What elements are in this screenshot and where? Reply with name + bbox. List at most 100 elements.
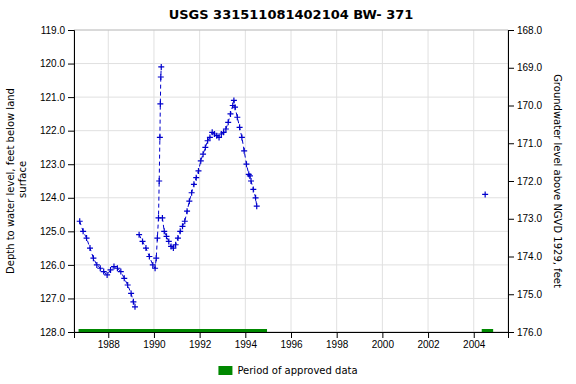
marker [202, 144, 208, 150]
marker [101, 269, 107, 275]
tick: 1992 [189, 332, 212, 350]
tick: 171.0 [508, 138, 542, 149]
marker [140, 238, 146, 244]
marker [248, 178, 254, 184]
y-axis-title: Depth to water level, feet below land su… [5, 88, 28, 274]
grid-line [199, 30, 200, 332]
marker [200, 151, 206, 157]
axis-line [68, 31, 75, 333]
grid-line [74, 63, 508, 64]
tick-label: 123.0 [40, 159, 65, 170]
marker [90, 255, 96, 261]
tick-mark [508, 219, 514, 220]
tick-label: 1992 [189, 339, 212, 350]
tick: 175.0 [508, 289, 542, 300]
tick-mark [245, 332, 246, 338]
marker [128, 290, 134, 296]
marker [173, 242, 179, 248]
tick-label: 175.0 [517, 289, 542, 300]
tick-label: 127.0 [40, 293, 65, 304]
marker [237, 124, 243, 130]
tick-label: 122.0 [40, 125, 65, 136]
tick-label: 171.0 [517, 138, 542, 149]
marker [182, 218, 188, 224]
tick: 122.0 [40, 125, 74, 136]
tick: 1988 [98, 332, 121, 350]
tick: 120.0 [40, 58, 74, 69]
tick-mark [508, 294, 514, 295]
tick-label: 1996 [280, 339, 303, 350]
grid-line [74, 130, 508, 131]
grid-line [153, 30, 154, 332]
marker [94, 262, 100, 268]
marker [158, 64, 164, 70]
tick-mark [68, 298, 74, 299]
marker [152, 265, 158, 271]
series-line [139, 67, 161, 268]
tick: 172.0 [508, 176, 542, 187]
marker [191, 181, 197, 187]
tick-mark [154, 332, 155, 338]
legend-label: Period of approved data [237, 365, 357, 376]
tick-mark [200, 332, 201, 338]
grid-line [74, 264, 508, 265]
marker [114, 265, 120, 271]
tick-label: 2000 [372, 339, 395, 350]
legend: Period of approved data [218, 365, 357, 376]
approved-bar [79, 329, 267, 332]
tick-mark [474, 332, 475, 338]
tick-label: 1990 [143, 339, 166, 350]
marker [193, 175, 199, 181]
grid-line [473, 30, 474, 332]
tick-mark [68, 97, 74, 98]
series-line [80, 221, 135, 307]
tick: 174.0 [508, 251, 542, 262]
marker [118, 269, 124, 275]
marker [157, 101, 163, 107]
grid-line [428, 30, 429, 332]
marker [146, 254, 152, 260]
tick-mark [68, 332, 74, 333]
tick-mark [508, 332, 514, 333]
tick-label: 2002 [417, 339, 440, 350]
marker [125, 282, 131, 288]
marker [239, 134, 245, 140]
tick-mark [508, 257, 514, 258]
tick-label: 121.0 [40, 92, 65, 103]
tick-mark [68, 231, 74, 232]
marker [225, 119, 231, 125]
marker [156, 178, 162, 184]
grid-line [382, 30, 383, 332]
tick-label: 126.0 [40, 260, 65, 271]
tick-mark [68, 30, 74, 31]
marker [186, 198, 192, 204]
tick: 124.0 [40, 192, 74, 203]
tick-mark [108, 332, 109, 338]
tick-mark [428, 332, 429, 338]
marker [143, 245, 149, 251]
grid-line [291, 30, 292, 332]
chart: 198819901992199419961998200020022004119.… [0, 0, 576, 384]
tick-label: 125.0 [40, 226, 65, 237]
tick-mark [508, 30, 514, 31]
grid-line [74, 197, 508, 198]
marker [198, 158, 204, 164]
marker [97, 265, 103, 271]
tick-label: 1988 [98, 339, 121, 350]
marker [247, 173, 253, 179]
y2-axis: 176.0175.0174.0173.0172.0171.0170.0169.0… [508, 25, 542, 338]
marker [154, 235, 160, 241]
marker [87, 245, 93, 251]
tick: 121.0 [40, 92, 74, 103]
marker [189, 190, 195, 196]
marker [157, 134, 163, 140]
tick: 176.0 [508, 327, 542, 338]
tick: 1996 [280, 332, 303, 350]
plot: 198819901992199419961998200020022004119.… [40, 25, 542, 350]
tick: 119.0 [41, 25, 74, 36]
marker [234, 114, 240, 120]
tick: 1994 [235, 332, 258, 350]
tick-mark [508, 106, 514, 107]
marker [132, 304, 138, 310]
tick-label: 119.0 [41, 25, 66, 36]
